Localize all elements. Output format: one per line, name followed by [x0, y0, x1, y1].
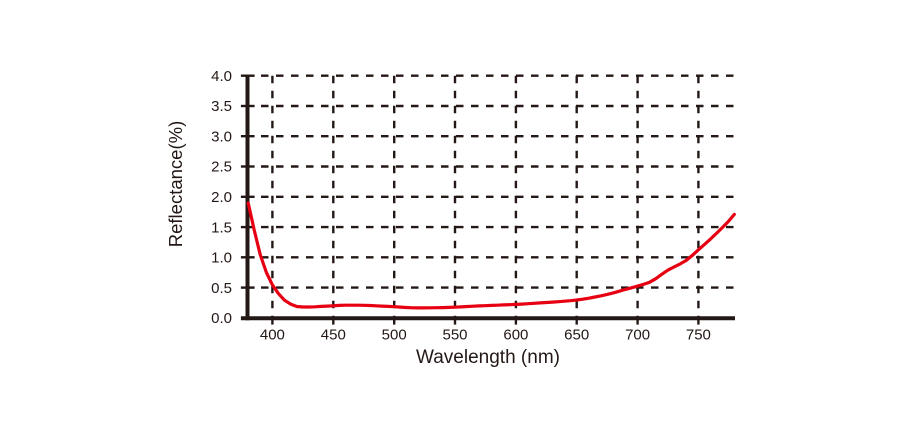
svg-text:Wavelength (nm): Wavelength (nm) [416, 347, 560, 368]
svg-text:450: 450 [321, 326, 346, 343]
svg-text:1.0: 1.0 [211, 250, 232, 267]
svg-text:2.5: 2.5 [211, 159, 232, 176]
svg-text:3.5: 3.5 [211, 98, 232, 115]
svg-text:400: 400 [260, 326, 285, 343]
svg-text:Reflectance(%): Reflectance(%) [165, 121, 186, 247]
svg-text:0.0: 0.0 [211, 310, 232, 327]
svg-text:550: 550 [442, 326, 467, 343]
svg-text:500: 500 [382, 326, 407, 343]
svg-text:1.5: 1.5 [211, 219, 232, 236]
svg-text:2.0: 2.0 [211, 189, 232, 206]
svg-text:4.0: 4.0 [211, 68, 232, 85]
svg-text:750: 750 [686, 326, 711, 343]
svg-text:0.5: 0.5 [211, 280, 232, 297]
svg-text:700: 700 [625, 326, 650, 343]
svg-text:600: 600 [503, 326, 528, 343]
svg-text:3.0: 3.0 [211, 128, 232, 145]
svg-text:650: 650 [564, 326, 589, 343]
